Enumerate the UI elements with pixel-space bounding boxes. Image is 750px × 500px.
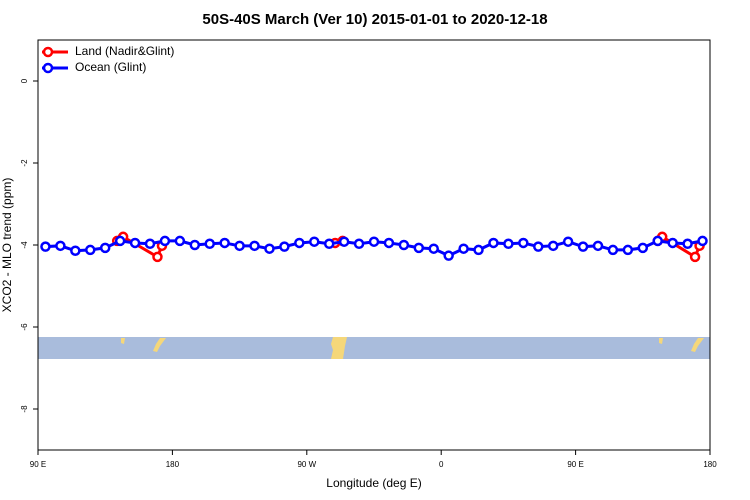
- data-point: [562, 236, 574, 247]
- y-axis-label: XCO2 - MLO trend (ppm): [0, 178, 14, 313]
- data-point: [144, 238, 156, 250]
- data-point: [652, 235, 663, 247]
- data-point: [488, 237, 499, 249]
- data-point: [398, 239, 410, 251]
- data-point: [458, 243, 469, 254]
- data-point: [152, 251, 163, 263]
- data-point: [607, 244, 619, 256]
- data-point: [547, 240, 559, 252]
- data-point: [219, 237, 230, 249]
- data-point: [55, 240, 66, 252]
- data-point: [577, 241, 589, 252]
- y-tick-label: -6: [20, 323, 29, 331]
- data-point: [159, 235, 171, 247]
- y-tick-label: -8: [20, 405, 29, 413]
- data-point: [294, 237, 305, 249]
- y-tick-label: -2: [20, 159, 29, 167]
- data-point: [428, 243, 439, 254]
- data-point: [204, 238, 215, 250]
- data-point: [473, 244, 484, 256]
- data-point: [323, 238, 335, 250]
- data-point: [249, 240, 260, 252]
- x-tick-label: 180: [703, 460, 717, 469]
- data-point: [697, 235, 708, 247]
- data-point: [443, 250, 454, 261]
- x-tick-label: 0: [439, 460, 444, 469]
- data-point: [70, 245, 81, 256]
- data-point: [114, 235, 126, 247]
- legend-marker: [42, 46, 54, 58]
- data-point: [353, 238, 365, 250]
- legend-label: Land (Nadir&Glint): [75, 44, 174, 58]
- data-point: [413, 242, 425, 254]
- data-point: [368, 236, 380, 247]
- legend-label: Ocean (Glint): [75, 60, 146, 74]
- chart-title: 50S-40S March (Ver 10) 2015-01-01 to 202…: [202, 11, 547, 28]
- data-point: [667, 237, 678, 249]
- y-tick-label: -4: [20, 241, 29, 249]
- data-point: [338, 236, 350, 247]
- data-point: [85, 244, 96, 256]
- y-tick-label: 0: [20, 78, 29, 83]
- x-tick-label: 180: [166, 460, 180, 469]
- data-point: [234, 240, 245, 252]
- data-point: [682, 238, 693, 250]
- data-point: [518, 237, 529, 249]
- data-point: [622, 244, 634, 256]
- x-tick-label: 90 W: [297, 460, 316, 469]
- data-point: [174, 235, 186, 247]
- data-point: [40, 241, 51, 252]
- data-point: [309, 236, 320, 247]
- data-point: [592, 240, 604, 252]
- data-point: [383, 237, 395, 249]
- x-axis-label: Longitude (deg E): [326, 476, 421, 490]
- legend: Land (Nadir&Glint) Ocean (Glint): [42, 44, 174, 74]
- data-point: [264, 243, 275, 254]
- x-tick-label: 90 E: [567, 460, 583, 469]
- data-point: [689, 251, 701, 263]
- data-point: [503, 238, 514, 250]
- data-point: [189, 239, 201, 251]
- data-point: [99, 242, 111, 254]
- data-point: [129, 237, 141, 249]
- map-strip: [38, 337, 710, 359]
- data-point: [279, 241, 290, 252]
- data-point: [533, 241, 544, 252]
- x-tick-label: 90 E: [30, 460, 46, 469]
- legend-marker: [42, 62, 54, 74]
- data-point: [637, 242, 649, 254]
